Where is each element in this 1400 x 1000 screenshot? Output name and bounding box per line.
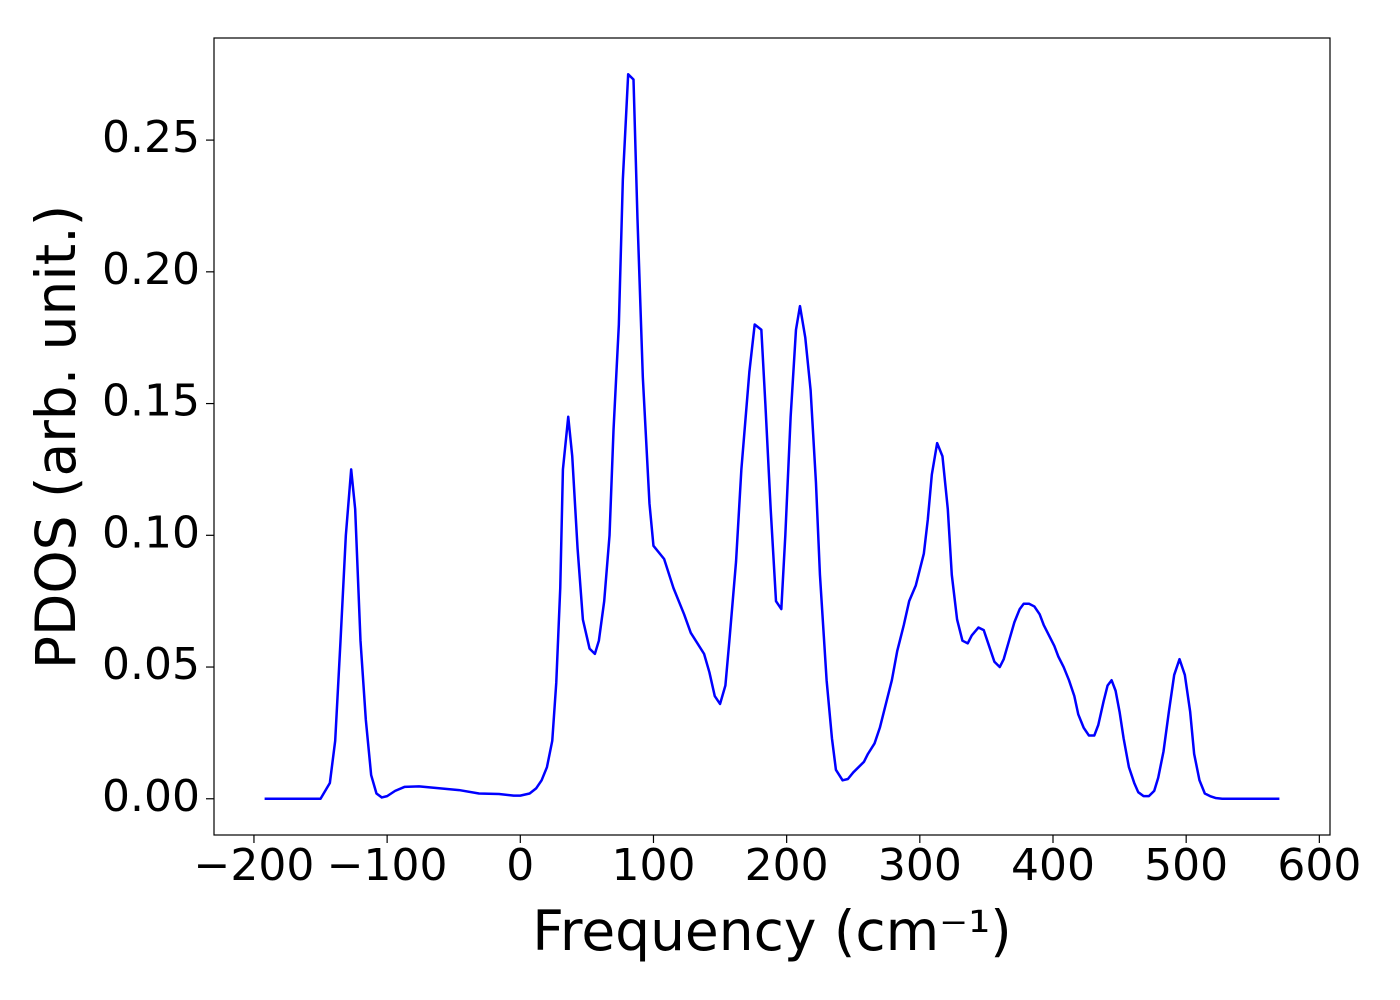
x-tick-label: −200	[194, 840, 315, 891]
y-tick-label: 0.00	[102, 771, 200, 822]
x-tick-label: 0	[506, 840, 534, 891]
y-tick-label: 0.20	[102, 244, 200, 295]
y-tick-label: 0.15	[102, 376, 200, 427]
x-tick-label: 300	[878, 840, 962, 891]
x-tick-label: 600	[1277, 840, 1361, 891]
y-tick-label: 0.10	[102, 507, 200, 558]
x-tick-label: 400	[1011, 840, 1095, 891]
x-tick-label: 200	[745, 840, 829, 891]
y-tick-label: 0.05	[102, 639, 200, 690]
x-axis-label: Frequency (cm⁻¹)	[532, 899, 1011, 963]
x-tick-label: 100	[611, 840, 695, 891]
x-tick-label: 500	[1144, 840, 1228, 891]
plot-frame	[213, 37, 1331, 836]
y-axis-label: PDOS (arb. unit.)	[24, 205, 88, 669]
y-tick-label: 0.25	[102, 112, 200, 163]
data-line	[264, 72, 1280, 801]
x-tick-label: −100	[327, 840, 448, 891]
